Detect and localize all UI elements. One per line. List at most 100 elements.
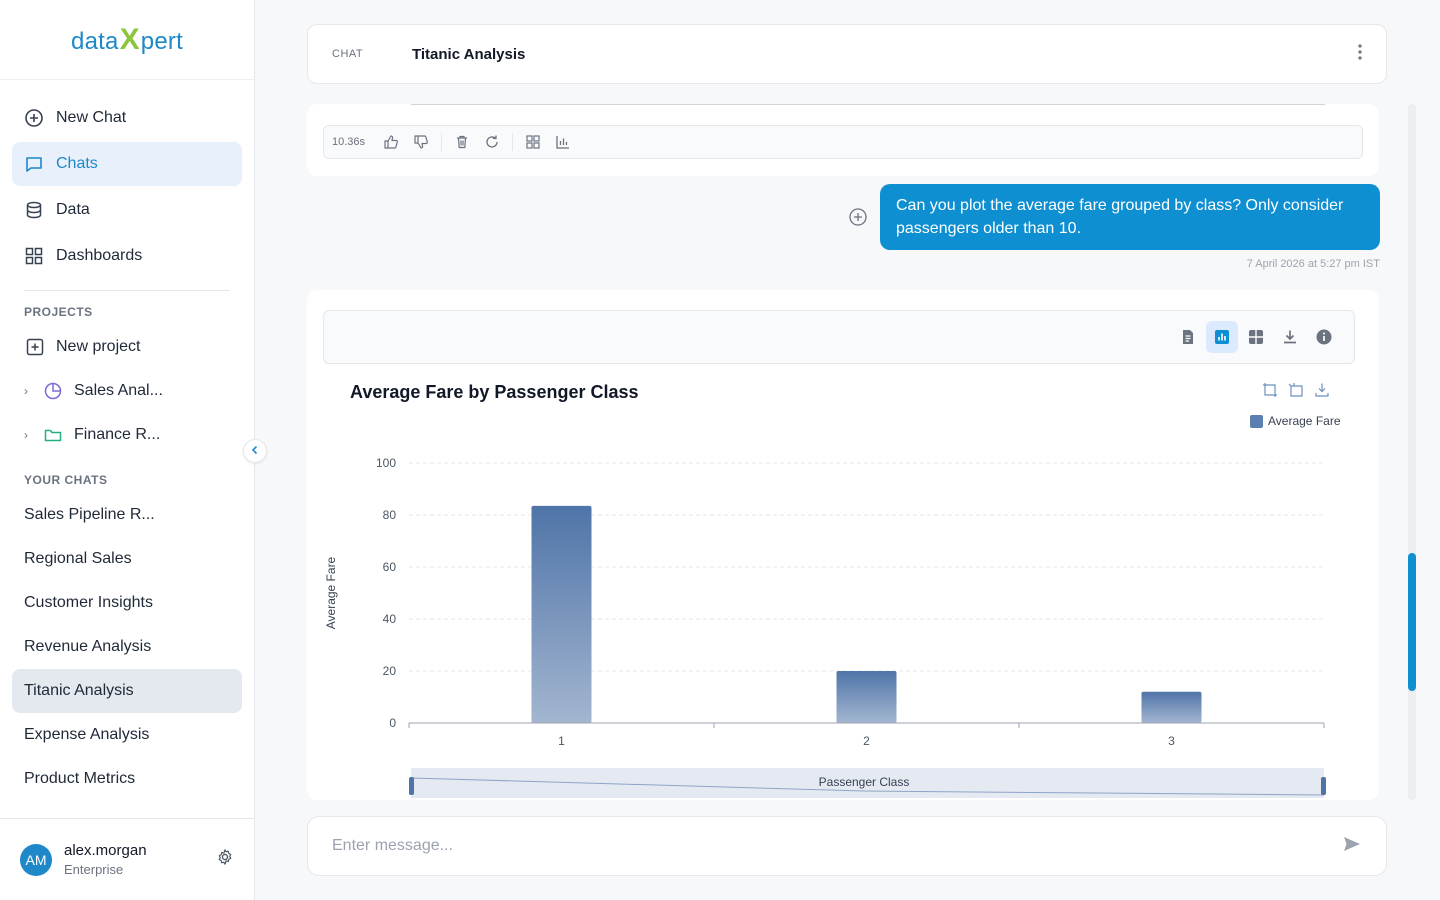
bar-chart-icon[interactable]	[551, 130, 575, 154]
add-to-dashboard-icon[interactable]	[521, 130, 545, 154]
chat-item[interactable]: Sales Pipeline R...	[24, 506, 155, 523]
bar-class-2[interactable]	[836, 671, 897, 723]
logo-text: dataXpert	[71, 22, 183, 56]
message-timestamp: 7 April 2026 at 5:27 pm IST	[1246, 258, 1380, 270]
project-sales[interactable]: › Sales Anal...	[0, 369, 254, 413]
chart-title: Average Fare by Passenger Class	[350, 382, 639, 402]
nav-label: Dashboards	[56, 247, 143, 264]
result-view-toolbar	[323, 310, 1355, 364]
nav-chats[interactable]: Chats	[12, 142, 242, 186]
message-input[interactable]	[332, 837, 1342, 855]
download-icon[interactable]	[1274, 321, 1306, 353]
user-profile[interactable]: AM alex.morgan Enterprise	[0, 818, 254, 900]
user-plan: Enterprise	[64, 862, 124, 877]
projects-section-label: PROJECTS	[24, 305, 93, 319]
nav-data[interactable]: Data	[12, 188, 242, 232]
scrollbar-thumb[interactable]	[1408, 553, 1416, 691]
legend-swatch	[1250, 414, 1263, 428]
sidebar-divider	[24, 290, 230, 291]
chat-item[interactable]: Expense Analysis	[24, 726, 150, 743]
chat-header: CHAT Titanic Analysis	[307, 24, 1387, 84]
chat-title: Titanic Analysis	[412, 45, 526, 63]
chat-list: Sales Pipeline R... Regional Sales Custo…	[0, 493, 254, 801]
header-label: CHAT	[332, 48, 364, 60]
chevron-left-icon	[250, 442, 260, 460]
zoom-select-icon[interactable]	[1257, 380, 1283, 400]
nav-new-chat[interactable]: New Chat	[12, 96, 242, 140]
project-label: Sales Anal...	[74, 382, 163, 399]
legend-label: Average Fare	[1268, 414, 1341, 428]
zoom-reset-icon[interactable]	[1283, 380, 1309, 400]
scrollbar-track[interactable]	[1408, 104, 1416, 800]
y-tick-label: 100	[376, 456, 396, 470]
gear-icon[interactable]	[216, 848, 234, 871]
save-image-icon[interactable]	[1309, 380, 1335, 400]
main-nav: New Chat Chats Data Dashboards	[0, 80, 254, 278]
bar-chart: 0 20 40 60 80 100 1 2 3 Average Fare Passenger C…	[324, 456, 1326, 798]
previous-response-card: 10.36s	[307, 104, 1379, 176]
nav-label: Data	[56, 201, 90, 218]
chat-item-active[interactable]: Titanic Analysis	[12, 669, 242, 713]
chart-legend[interactable]: Average Fare	[1250, 414, 1341, 428]
avatar: AM	[20, 843, 52, 876]
message-square-icon	[24, 154, 44, 174]
folder-icon	[42, 424, 64, 446]
bar-class-3[interactable]	[1141, 691, 1202, 723]
y-tick-label: 20	[383, 664, 397, 678]
y-axis-title: Average Fare	[324, 556, 338, 629]
add-context-icon[interactable]	[848, 207, 868, 227]
sidebar: dataXpert New Chat Chats Data Dashboards	[0, 0, 255, 900]
nav-label: Chats	[56, 155, 98, 172]
info-icon[interactable]	[1308, 321, 1340, 353]
y-tick-label: 60	[383, 560, 397, 574]
response-time: 10.36s	[332, 136, 366, 148]
project-label: New project	[56, 338, 141, 355]
view-switcher	[1170, 321, 1340, 353]
pie-chart-icon	[42, 380, 64, 402]
dashboard-grid-icon	[24, 246, 44, 266]
bar-class-1[interactable]	[531, 505, 592, 723]
zoom-handle-right[interactable]	[1321, 777, 1326, 795]
zoom-handle-left[interactable]	[409, 777, 414, 795]
text-view-icon[interactable]	[1172, 321, 1204, 353]
nav-label: New Chat	[56, 109, 127, 126]
data-zoom-slider[interactable]	[409, 768, 1326, 798]
chat-item[interactable]: Regional Sales	[24, 550, 132, 567]
collapse-sidebar-button[interactable]	[243, 439, 267, 463]
message-composer	[307, 816, 1387, 876]
chat-item[interactable]: Revenue Analysis	[24, 638, 152, 655]
zoom-slider-preview	[410, 777, 1325, 796]
chart-response-card: Average Fare by Passenger Class Average …	[307, 290, 1379, 800]
toolbar-separator	[512, 133, 514, 151]
project-new[interactable]: New project	[0, 325, 254, 369]
chart-view-icon[interactable]	[1206, 321, 1238, 353]
chat-item[interactable]: Product Metrics	[24, 770, 136, 787]
trash-icon[interactable]	[450, 130, 474, 154]
x-tick-label: 2	[863, 734, 870, 748]
chevron-right-icon[interactable]: ›	[24, 384, 28, 398]
thumbs-down-icon[interactable]	[409, 130, 433, 154]
project-label: Finance R...	[74, 426, 161, 443]
toolbar-separator	[441, 133, 443, 151]
y-tick-label: 40	[383, 612, 397, 626]
send-icon[interactable]	[1342, 834, 1362, 859]
more-options-icon[interactable]	[1358, 43, 1362, 65]
nav-dashboards[interactable]: Dashboards	[12, 234, 242, 278]
project-finance[interactable]: › Finance R...	[0, 413, 254, 457]
y-tick-label: 0	[389, 716, 396, 730]
plus-square-icon	[24, 336, 46, 358]
content-edge	[411, 104, 1325, 105]
user-info: alex.morgan Enterprise	[64, 842, 147, 877]
y-tick-label: 80	[383, 508, 397, 522]
refresh-icon[interactable]	[480, 130, 504, 154]
table-view-icon[interactable]	[1240, 321, 1272, 353]
thumbs-up-icon[interactable]	[379, 130, 403, 154]
chat-item[interactable]: Customer Insights	[24, 594, 153, 611]
chevron-right-icon[interactable]: ›	[24, 428, 28, 442]
x-axis-title: Passenger Class	[819, 775, 910, 789]
brand-logo[interactable]: dataXpert	[0, 0, 254, 80]
user-message-bubble: Can you plot the average fare grouped by…	[880, 184, 1380, 250]
zoom-slider-track	[411, 768, 1324, 798]
chats-section-label: YOUR CHATS	[24, 473, 108, 487]
x-tick-label: 1	[558, 734, 565, 748]
